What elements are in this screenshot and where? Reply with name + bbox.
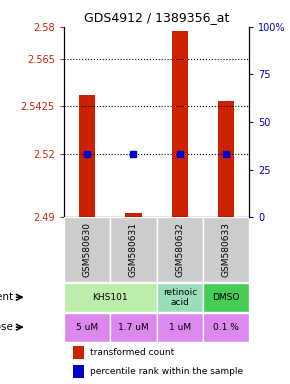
- Text: percentile rank within the sample: percentile rank within the sample: [90, 367, 243, 376]
- Bar: [218, 101, 234, 217]
- FancyBboxPatch shape: [64, 313, 110, 341]
- Text: GSM580633: GSM580633: [222, 222, 231, 277]
- Text: 1.7 uM: 1.7 uM: [118, 323, 149, 332]
- Bar: [125, 213, 142, 217]
- Bar: [79, 94, 95, 217]
- FancyBboxPatch shape: [110, 313, 157, 341]
- Bar: [73, 346, 84, 359]
- FancyBboxPatch shape: [203, 283, 249, 312]
- Text: DMSO: DMSO: [213, 293, 240, 302]
- Title: GDS4912 / 1389356_at: GDS4912 / 1389356_at: [84, 11, 229, 24]
- FancyBboxPatch shape: [110, 217, 157, 282]
- Text: GSM580632: GSM580632: [175, 222, 184, 277]
- Bar: [73, 365, 84, 378]
- FancyBboxPatch shape: [203, 313, 249, 341]
- FancyBboxPatch shape: [157, 313, 203, 341]
- Text: 1 uM: 1 uM: [169, 323, 191, 332]
- Text: transformed count: transformed count: [90, 348, 174, 357]
- Bar: [172, 31, 188, 217]
- FancyBboxPatch shape: [203, 217, 249, 282]
- Text: KHS101: KHS101: [93, 293, 128, 302]
- FancyBboxPatch shape: [64, 283, 157, 312]
- Text: retinoic
acid: retinoic acid: [163, 288, 197, 307]
- Text: GSM580631: GSM580631: [129, 222, 138, 277]
- Text: 5 uM: 5 uM: [76, 323, 98, 332]
- FancyBboxPatch shape: [157, 283, 203, 312]
- FancyBboxPatch shape: [157, 217, 203, 282]
- Text: GSM580630: GSM580630: [82, 222, 92, 277]
- Text: agent: agent: [0, 292, 14, 302]
- Text: dose: dose: [0, 322, 14, 332]
- FancyBboxPatch shape: [64, 217, 110, 282]
- Text: 0.1 %: 0.1 %: [213, 323, 239, 332]
